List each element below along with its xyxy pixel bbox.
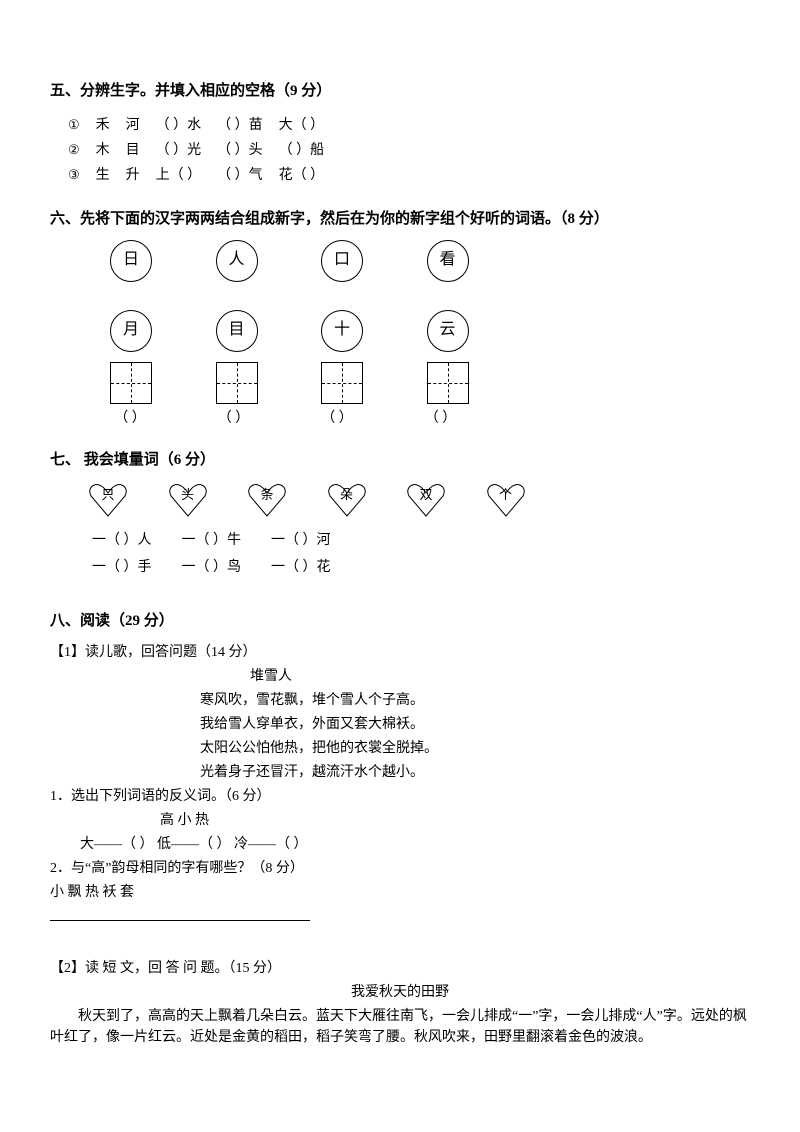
row-num: ② [60,138,88,163]
passage-title: 我爱秋天的田野 [50,982,750,1003]
q8-p1-q1-label: 1．选出下列词语的反义词。（6 分） [50,786,750,807]
char-circle: 目 [216,310,258,352]
char-circle: 十 [321,310,363,352]
q8-p1-label: 【1】读儿歌，回答问题（14 分） [50,642,750,663]
blank-c[interactable]: （ ）光 [148,138,210,163]
heart-icon: 朵 [327,482,367,518]
answer-line[interactable] [50,906,310,921]
q7-heading: 七、 我会填量词（6 分） [50,449,750,472]
char-a: 木 [88,138,118,163]
heart-char: 朵 [340,487,353,502]
blank-d[interactable]: （ ）气 [209,163,271,188]
char-circle: 看 [427,240,469,282]
tianzige-box[interactable] [427,362,469,404]
row-num: ① [60,113,88,138]
q6-row2: 月 目 十 云 [80,310,750,352]
poem-line: 寒风吹，雪花飘，堆个雪人个子高。 [200,690,750,711]
heart-char: 双 [419,487,432,502]
table-row: 一（ ）手 一（ ）鸟 一（ ）花 [92,555,359,580]
blank-c[interactable]: 上（ ） [148,163,210,188]
char-circle: 口 [321,240,363,282]
q8-p1-q1-opts: 高 小 热 [160,810,750,831]
blank-c[interactable]: （ ）水 [148,113,210,138]
poem-title: 堆雪人 [250,666,750,687]
q8-p2-label: 【2】读 短 文，回 答 问 题。（15 分） [50,958,750,979]
q6-heading: 六、先将下面的汉字两两结合组成新字，然后在为你的新字组个好听的词语。（8 分） [50,208,750,231]
char-b: 河 [118,113,148,138]
char-a: 生 [88,163,118,188]
blank-d[interactable]: （ ）头 [209,138,271,163]
measure-blank[interactable]: 一（ ）花 [271,555,359,580]
char-circle: 日 [110,240,152,282]
poem-line: 太阳公公怕他热，把他的衣裳全脱掉。 [200,738,750,759]
measure-blank[interactable]: 一（ ）鸟 [182,555,270,580]
heart-char: 个 [499,487,512,502]
table-row: ① 禾 河 （ ）水 （ ）苗 大（ ） [60,113,332,138]
measure-blank[interactable]: 一（ ）手 [92,555,180,580]
char-a: 禾 [88,113,118,138]
q5-heading: 五、分辨生字。并填入相应的空格（9 分） [50,80,750,103]
q6-tzg-row [80,362,750,404]
table-row: 一（ ）人 一（ ）牛 一（ ）河 [92,528,359,553]
heart-icon: 个 [486,482,526,518]
heart-char: 头 [181,487,194,502]
char-circle: 云 [427,310,469,352]
blank-e[interactable]: （ ）船 [271,138,333,163]
heart-icon: 头 [168,482,208,518]
poem-line: 光着身子还冒汗，越流汗水个越小。 [200,762,750,783]
heart-char: 只 [101,487,114,502]
blank-e[interactable]: 大（ ） [271,113,333,138]
word-blank[interactable]: （ ） [317,408,357,429]
tianzige-box[interactable] [321,362,363,404]
q8-p1-q2-opts: 小 飘 热 袄 套 [50,882,750,903]
blank-e[interactable]: 花（ ） [271,163,333,188]
q8-p1-q1-line[interactable]: 大——（ ） 低——（ ） 冷——（ ） [80,834,750,855]
tianzige-box[interactable] [110,362,152,404]
q7-fill-table: 一（ ）人 一（ ）牛 一（ ）河 一（ ）手 一（ ）鸟 一（ ）花 [90,526,361,582]
q6-row1: 日 人 口 看 [80,240,750,282]
q7-hearts: 只 头 条 朵 双 个 [70,482,750,518]
heart-icon: 双 [406,482,446,518]
table-row: ② 木 目 （ ）光 （ ）头 （ ）船 [60,138,332,163]
row-num: ③ [60,163,88,188]
measure-blank[interactable]: 一（ ）牛 [182,528,270,553]
measure-blank[interactable]: 一（ ）人 [92,528,180,553]
heart-char: 条 [260,487,273,502]
char-b: 升 [118,163,148,188]
q8-heading: 八、阅读（29 分） [50,610,750,633]
q8-p1-q2-label: 2．与“高”韵母相同的字有哪些？（8 分） [50,858,750,879]
poem-line: 我给雪人穿单衣，外面又套大棉袄。 [200,714,750,735]
table-row: ③ 生 升 上（ ） （ ）气 花（ ） [60,163,332,188]
q6-paren-row: （ ） （ ） （ ） （ ） [80,408,750,429]
word-blank[interactable]: （ ） [214,408,254,429]
blank-d[interactable]: （ ）苗 [209,113,271,138]
q8-poem: 堆雪人 寒风吹，雪花飘，堆个雪人个子高。 我给雪人穿单衣，外面又套大棉袄。 太阳… [200,666,750,783]
heart-icon: 只 [88,482,128,518]
passage-text: 秋天到了，高高的天上飘着几朵白云。蓝天下大雁往南飞，一会儿排成“一”字，一会儿排… [50,1006,750,1048]
heart-icon: 条 [247,482,287,518]
word-blank[interactable]: （ ） [421,408,461,429]
char-circle: 人 [216,240,258,282]
char-circle: 月 [110,310,152,352]
measure-blank[interactable]: 一（ ）河 [271,528,359,553]
word-blank[interactable]: （ ） [110,408,150,429]
tianzige-box[interactable] [216,362,258,404]
q5-table: ① 禾 河 （ ）水 （ ）苗 大（ ） ② 木 目 （ ）光 （ ）头 （ ）… [60,113,332,188]
char-b: 目 [118,138,148,163]
